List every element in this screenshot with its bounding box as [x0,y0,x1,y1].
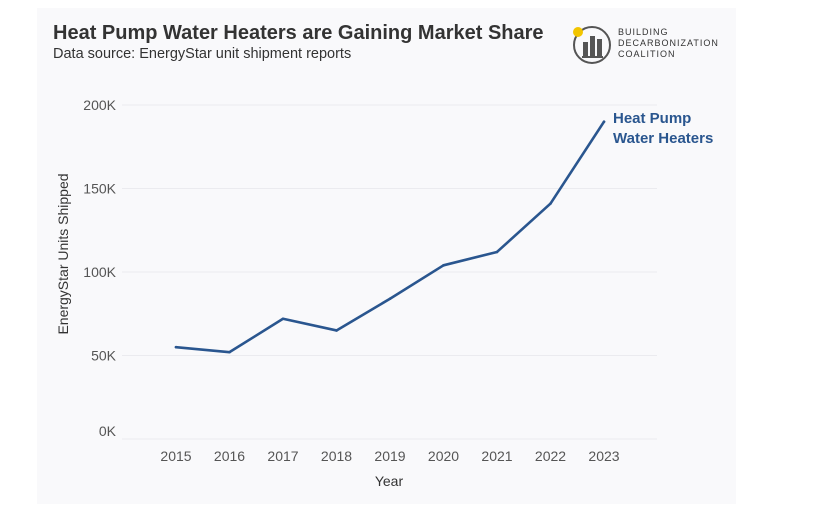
y-tick-label: 150K [83,181,116,197]
chart-title: Heat Pump Water Heaters are Gaining Mark… [53,22,544,44]
x-tick-label: 2023 [588,448,619,464]
data-point [549,202,552,205]
x-axis-ticks: 2015 2016 2017 2018 2019 2020 2021 2022 2023 [160,448,619,464]
x-tick-label: 2015 [160,448,191,464]
chart-card [37,8,736,504]
x-tick-label: 2020 [428,448,459,464]
x-axis-title: Year [375,473,404,489]
chart-subtitle: Data source: EnergyStar unit shipment re… [53,46,352,62]
data-point [335,329,338,332]
series-label-line: Water Heaters [613,130,713,147]
building-coalition-logo-icon [573,26,611,64]
x-tick-label: 2021 [481,448,512,464]
x-tick-label: 2017 [267,448,298,464]
logo-line: DECARBONIZATION [618,38,719,48]
y-tick-label: 100K [83,264,116,280]
series-label-line: Heat Pump [613,110,691,127]
x-tick-label: 2022 [535,448,566,464]
data-point [442,264,445,267]
y-tick-label: 0K [99,423,117,439]
x-tick-label: 2016 [214,448,245,464]
data-point [388,297,392,301]
y-tick-label: 200K [83,97,116,113]
logo-line: BUILDING [618,27,669,37]
data-point [228,350,231,354]
gridlines [122,104,657,440]
data-point [281,317,285,321]
series-label: Heat Pump Water Heaters [613,110,713,147]
data-point [495,250,499,254]
series-line [174,120,606,354]
logo-wordmark: BUILDING DECARBONIZATION COALITION [618,27,719,60]
organization-logo: BUILDING DECARBONIZATION COALITION [570,22,730,68]
y-tick-label: 50K [91,348,117,364]
data-point [602,120,606,123]
series-group [174,120,606,354]
x-tick-label: 2019 [374,448,405,464]
x-tick-label: 2018 [321,448,352,464]
logo-line: COALITION [618,49,676,59]
y-axis-title: EnergyStar Units Shipped [55,173,71,334]
y-axis-ticks: 0K 50K 100K 150K 200K [83,97,116,439]
data-point [174,345,178,349]
